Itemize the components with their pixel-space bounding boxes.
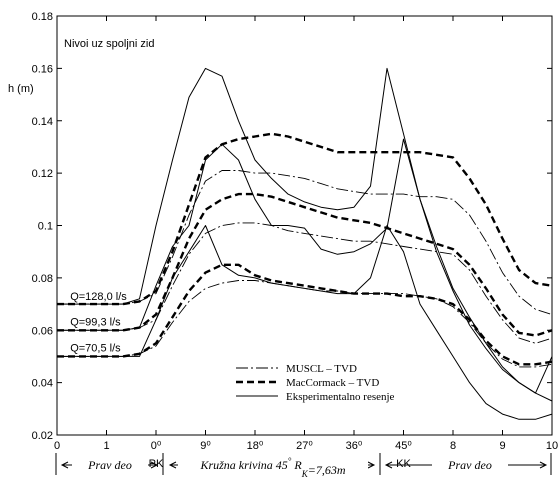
x-tick-label: 45⁰ — [395, 440, 412, 452]
x-tick-label: 36⁰ — [346, 440, 363, 452]
section-label-part: =7,63m — [308, 463, 346, 477]
y-tick-label: 0.12 — [32, 168, 53, 180]
chart-title: Nivoi uz spoljni zid — [64, 38, 154, 50]
series-line-5 — [57, 223, 552, 343]
flow-labels-group: Q=128,0 l/s Q=99,3 l/s Q=70,5 l/s — [70, 291, 127, 355]
section-label-part: R — [291, 458, 302, 472]
x-tick-label: 9⁰ — [200, 440, 211, 452]
legend-label: Eksperimentalno resenje — [286, 391, 395, 403]
x-tick-label: 1 — [103, 440, 109, 452]
flow-rate-label: Q=70,5 l/s — [70, 343, 121, 355]
x-tick-label: 18⁰ — [247, 440, 264, 452]
y-axis-label: h (m) — [8, 83, 34, 95]
x-tick-label: 8 — [450, 440, 456, 452]
section-label: Prav deo — [87, 458, 132, 472]
x-tick-label: 10 — [546, 440, 558, 452]
y-tick-label: 0.16 — [32, 63, 53, 75]
flow-rate-label: Q=99,3 l/s — [70, 317, 121, 329]
y-tick-label: 0.1 — [38, 221, 53, 233]
x-tick-label: 0⁰ — [151, 440, 162, 452]
y-tick-label: 0.02 — [32, 430, 53, 442]
x-tick-label: 27⁰ — [296, 440, 313, 452]
y-tick-label: 0.06 — [32, 325, 53, 337]
legend-label: MacCormack – TVD — [286, 377, 379, 389]
series-line-4 — [57, 194, 552, 335]
section-label-part: Kružna krivina 45 — [199, 458, 287, 472]
x-tick-label: 9 — [499, 440, 505, 452]
x-section-marker: PK — [149, 458, 164, 470]
x-section-marker: KK — [396, 458, 411, 470]
series-line-8 — [57, 281, 552, 367]
flow-rate-label: Q=128,0 l/s — [70, 291, 127, 303]
y-tick-label: 0.18 — [32, 11, 53, 23]
series-line-7 — [57, 265, 552, 365]
y-tick-label: 0.08 — [32, 273, 53, 285]
y-tick-label: 0.14 — [32, 116, 53, 128]
series-line-3 — [57, 68, 552, 393]
x-tick-label: 0 — [54, 440, 60, 452]
section-label: Prav deo — [447, 458, 492, 472]
y-tick-label: 0.04 — [32, 378, 53, 390]
legend: MUSCL – TVD MacCormack – TVD Eksperimental… — [236, 363, 395, 403]
legend-label: MUSCL – TVD — [286, 363, 357, 375]
